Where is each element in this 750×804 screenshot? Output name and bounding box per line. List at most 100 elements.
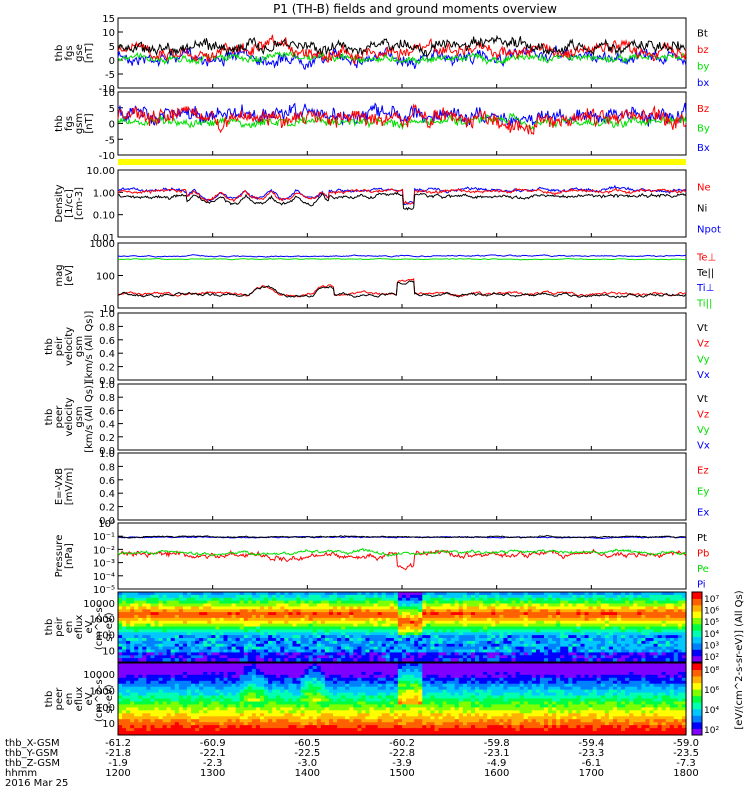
legend-entry: Vz [697, 409, 709, 420]
spectrogram-cell [329, 731, 334, 735]
legend-entry: by [697, 61, 709, 72]
y-axis-label: [mV/m] [64, 468, 75, 506]
spectrogram-cell [163, 731, 168, 735]
y-axis-label: sr-eV) [104, 684, 115, 713]
legend-entry: Ez [697, 466, 709, 477]
legend-entry: Ne [697, 183, 711, 194]
spectrogram-cell [581, 658, 586, 662]
spectrogram-cell [167, 658, 172, 662]
spectrogram-cell [366, 658, 371, 662]
spectrogram-cell [260, 658, 265, 662]
legend-entry: Te⊥ [696, 253, 716, 264]
spectrogram-cell [224, 731, 229, 735]
spectrogram-cell [479, 658, 484, 662]
spectrogram-cell [256, 658, 261, 662]
spectrogram-cell [629, 658, 634, 662]
legend-entry: Vy [697, 354, 710, 365]
spectrogram-cell [236, 658, 241, 662]
spectrogram-cell [272, 658, 277, 662]
spectrogram-cell [122, 658, 127, 662]
spectrogram-cell [321, 658, 326, 662]
spectrogram-cell [252, 731, 257, 735]
y-tick-label: 0.2 [99, 363, 115, 374]
legend-entry: Vt [697, 323, 708, 334]
spectrogram-cell [195, 731, 200, 735]
spectrogram-cell [309, 731, 314, 735]
y-tick-label: 0.8 [99, 322, 115, 333]
y-tick-label: 1.0 [99, 380, 115, 391]
spectrogram-cell [370, 658, 375, 662]
spectrogram-cell [589, 658, 594, 662]
spectrogram-cell [658, 658, 663, 662]
spectrogram-cell [357, 658, 362, 662]
panel-frame [118, 243, 686, 308]
legend-entry: Npot [697, 225, 721, 236]
spectrogram-cell [248, 658, 253, 662]
spectrogram-cell [244, 658, 249, 662]
panel-frame [118, 313, 686, 380]
y-tick-label: 10⁰ [98, 519, 115, 530]
spectrogram-cell [471, 658, 476, 662]
legend-entry: bz [697, 45, 709, 56]
y-tick-label: 10⁻³ [93, 559, 115, 570]
y-tick-label: 0.2 [99, 503, 115, 514]
spectrogram-cell [645, 658, 650, 662]
spectrogram-cell [435, 658, 440, 662]
legend-entry: By [697, 124, 710, 135]
spectrogram-cell [293, 658, 298, 662]
spectrogram-cell [463, 658, 468, 662]
spectrogram-cell [171, 731, 176, 735]
spectrogram-cell [398, 658, 403, 662]
legend-entry: Pe [697, 564, 709, 575]
spectrogram-cell [264, 731, 269, 735]
spectrogram-cell [422, 658, 427, 662]
spectrogram-cell [459, 658, 464, 662]
spectrogram-cell [276, 658, 281, 662]
spectrogram-cell [155, 731, 160, 735]
spectrogram-cell [556, 658, 561, 662]
spectrogram-cell [621, 658, 626, 662]
spectrogram-cell [593, 658, 598, 662]
y-tick-label: 0.4 [99, 349, 115, 360]
spectrogram-cell [544, 658, 549, 662]
spectrogram-cell [175, 731, 180, 735]
spectrogram-cell [394, 658, 399, 662]
spectrogram-cell [151, 731, 156, 735]
y-tick-label: 1.0 [99, 309, 115, 320]
panel-frame [118, 453, 686, 520]
spectrogram-cell [301, 658, 306, 662]
spectrogram-cell [130, 731, 135, 735]
spectrogram-cell [341, 731, 346, 735]
panel-frame [118, 523, 686, 589]
y-axis-label: [nT] [84, 43, 95, 63]
legend-entry: Ey [697, 487, 709, 498]
yellow-bar [118, 159, 686, 165]
spectrogram-cell [122, 731, 127, 735]
y-tick-label: 0.6 [99, 336, 115, 347]
spectrogram-cell [313, 658, 318, 662]
y-axis-label: [nPa] [64, 543, 75, 569]
spectrogram-cell [183, 658, 188, 662]
legend-entry: Bz [697, 104, 709, 115]
spectrogram-cell [126, 731, 131, 735]
spectrogram-cell [516, 658, 521, 662]
y-tick-label: 1000 [90, 239, 115, 250]
y-tick-label: 10.00 [86, 166, 115, 177]
spectrogram-cell [325, 658, 330, 662]
spectrogram-cell [540, 658, 545, 662]
spectrogram-cell [390, 658, 395, 662]
y-tick-label: 10 [102, 28, 115, 39]
spectrogram-cell [207, 658, 212, 662]
spectrogram-cell [528, 658, 533, 662]
y-tick-label: 0.4 [99, 489, 115, 500]
spectrogram-cell [341, 658, 346, 662]
spectrogram-cell [167, 731, 172, 735]
y-axis-label: [eV] [64, 265, 75, 286]
spectrogram-cell [650, 658, 655, 662]
spectrogram-cell [467, 658, 472, 662]
spectrogram-cell [297, 658, 302, 662]
y-tick-label: 10⁻⁵ [93, 585, 115, 596]
